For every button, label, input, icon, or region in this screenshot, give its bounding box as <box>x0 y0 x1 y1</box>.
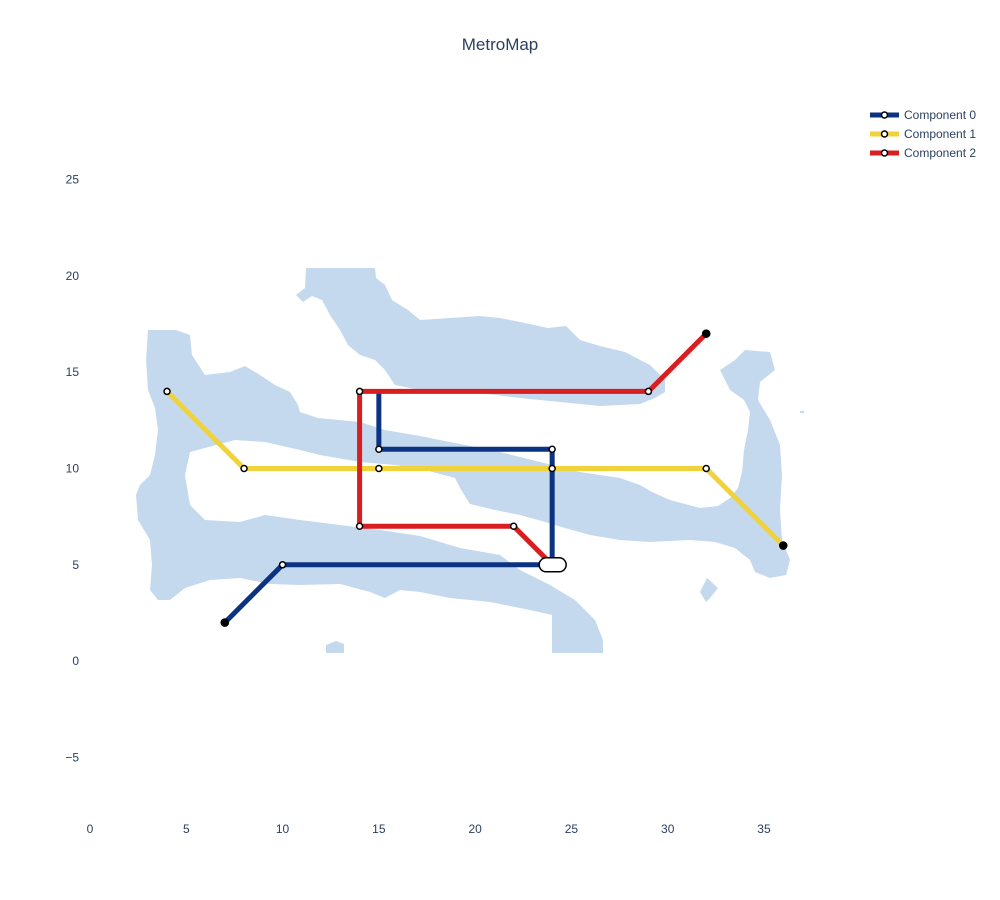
y-tick-label: 0 <box>72 654 79 668</box>
land-shape-islet <box>326 641 344 653</box>
station-marker[interactable] <box>548 445 556 453</box>
y-tick-label: 10 <box>66 461 80 475</box>
legend-label: Component 0 <box>904 108 976 122</box>
terminal-station-marker[interactable] <box>220 618 230 627</box>
legend-marker-swatch <box>880 111 889 119</box>
land-shape-north <box>296 268 665 406</box>
legend-item-component-0[interactable]: Component 0 <box>870 108 976 122</box>
station-marker[interactable] <box>355 522 364 531</box>
y-tick-label: 5 <box>72 558 79 572</box>
x-tick-label: 35 <box>757 822 771 836</box>
y-tick-label: −5 <box>65 750 79 764</box>
station-marker[interactable] <box>355 387 364 396</box>
legend-marker-swatch <box>880 149 889 157</box>
land-area <box>136 268 804 653</box>
terminal-station-marker[interactable] <box>701 329 711 338</box>
station-marker[interactable] <box>702 464 710 473</box>
metro-line-component-1[interactable] <box>165 389 786 548</box>
interchange-station[interactable] <box>538 557 567 573</box>
legend-item-component-1[interactable]: Component 1 <box>870 127 976 141</box>
station-marker[interactable] <box>240 464 248 473</box>
station-marker[interactable] <box>278 561 287 569</box>
legend-label: Component 1 <box>904 127 976 141</box>
station-marker[interactable] <box>548 464 556 473</box>
x-tick-label: 25 <box>565 822 579 836</box>
y-tick-label: 15 <box>66 365 80 379</box>
chart-title: MetroMap <box>462 35 539 54</box>
station-marker[interactable] <box>509 522 518 531</box>
axis-ticks: 0 5 10 15 20 25 30 35 25 20 15 10 5 0 −5 <box>65 173 771 836</box>
x-tick-label: 30 <box>661 822 675 836</box>
station-marker[interactable] <box>644 387 653 396</box>
x-tick-label: 0 <box>87 822 94 836</box>
y-tick-label: 20 <box>66 269 80 283</box>
y-tick-label: 25 <box>66 173 80 187</box>
metro-line-component-2[interactable] <box>357 331 708 567</box>
station-marker[interactable] <box>163 387 171 396</box>
legend-item-component-2[interactable]: Component 2 <box>870 146 976 160</box>
terminal-station-marker[interactable] <box>778 541 788 550</box>
station-marker[interactable] <box>375 464 383 473</box>
land-shape-islet <box>700 578 718 602</box>
x-tick-label: 15 <box>372 822 386 836</box>
x-tick-label: 20 <box>468 822 482 836</box>
land-shape-main <box>136 330 790 653</box>
legend-label: Component 2 <box>904 146 976 160</box>
legend[interactable]: Component 0 Component 1 Component 2 <box>870 108 976 160</box>
x-tick-label: 5 <box>183 822 190 836</box>
legend-marker-swatch <box>880 130 889 138</box>
metro-lines <box>163 329 788 627</box>
land-shape-islet <box>800 411 804 413</box>
station-marker[interactable] <box>375 445 383 453</box>
x-tick-label: 10 <box>276 822 290 836</box>
metro-line-component-0[interactable] <box>223 391 555 625</box>
